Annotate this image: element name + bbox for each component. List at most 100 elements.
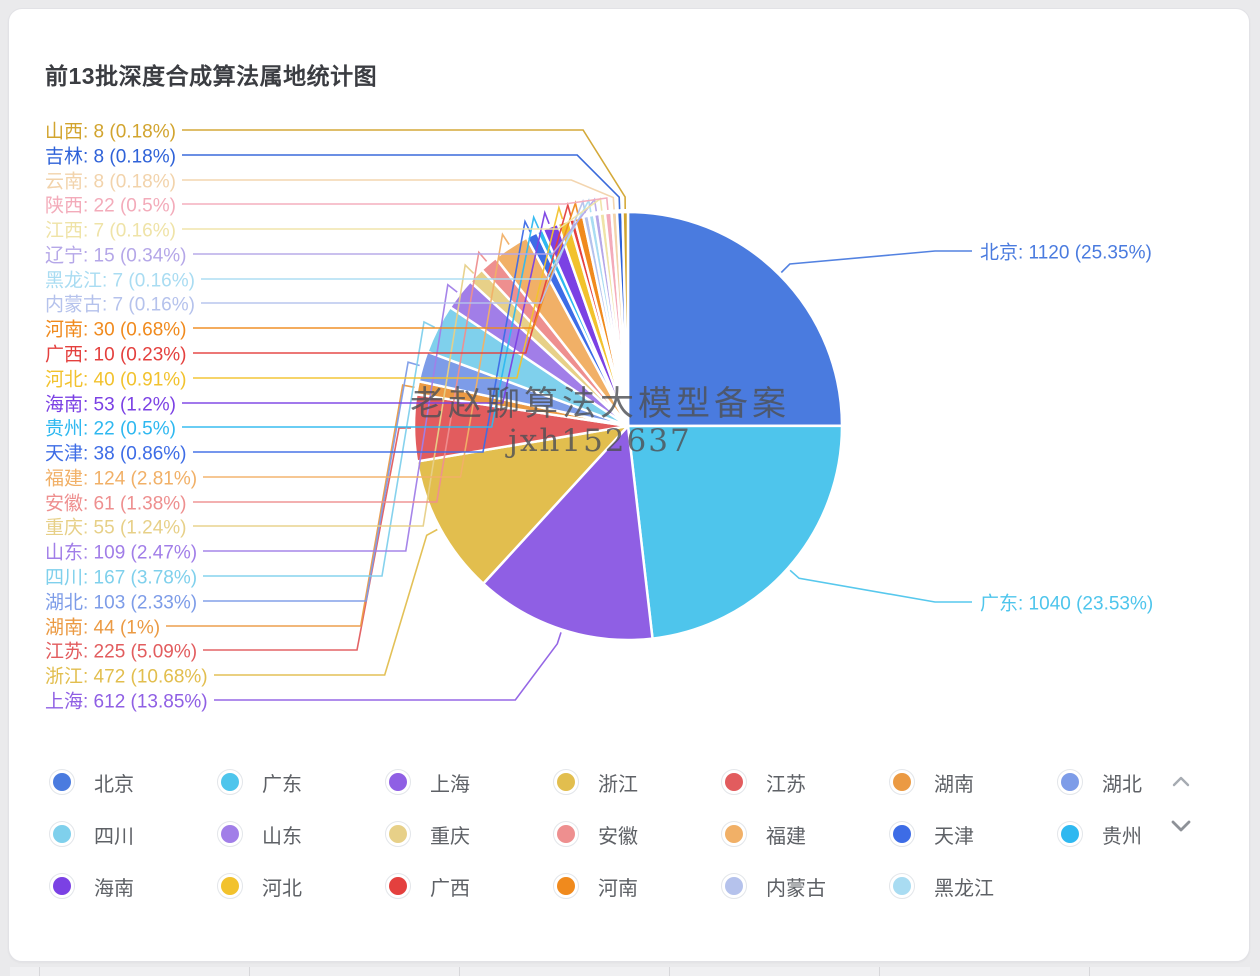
legend-item-15[interactable]: 河北 (217, 872, 302, 900)
pie-label-line-7 (203, 320, 436, 577)
legend-item-label: 湖北 (1102, 773, 1142, 796)
legend-dot-ring (721, 769, 747, 795)
legend-dot-ring (1057, 821, 1083, 847)
legend-item-label: 广东 (262, 773, 302, 796)
legend-scroll-up-button[interactable] (1168, 772, 1194, 790)
pie-slice-1[interactable] (626, 424, 844, 640)
pie-label-line-24 (182, 154, 621, 210)
legend-color-dot-icon (725, 773, 743, 791)
pie-label-line-10 (193, 250, 488, 503)
chart-title: 前13批深度合成算法属地统计图 (45, 63, 378, 89)
legend-item-label: 河南 (598, 877, 638, 900)
legend-item-label: 河北 (262, 877, 302, 900)
legend-dot-ring (553, 821, 579, 847)
legend-dot-ring (385, 769, 411, 795)
legend-dot-ring (385, 821, 411, 847)
legend-item-10[interactable]: 安徽 (553, 820, 638, 848)
legend-dot-ring (217, 873, 243, 899)
pie-slice-0[interactable] (626, 210, 844, 428)
pie-label-line-8 (203, 283, 458, 552)
legend-item-19[interactable]: 黑龙江 (889, 872, 994, 900)
pie-label-line-14 (182, 209, 550, 404)
pie-label-line-22 (182, 197, 609, 210)
legend-dot-ring (721, 821, 747, 847)
legend-dot-ring (217, 769, 243, 795)
legend-color-dot-icon (557, 773, 575, 791)
legend-item-label: 安徽 (598, 825, 638, 848)
legend-color-dot-icon (725, 825, 743, 843)
legend-item-label: 重庆 (430, 825, 470, 848)
legend-color-dot-icon (557, 877, 575, 895)
legend-item-2[interactable]: 上海 (385, 768, 470, 796)
pie-label-line-6 (203, 361, 420, 602)
legend-item-9[interactable]: 重庆 (385, 820, 470, 848)
legend-item-label: 北京 (94, 773, 134, 796)
pie-label-line-21 (182, 197, 603, 230)
chevron-down-icon (1171, 820, 1191, 832)
legend-item-5[interactable]: 湖南 (889, 768, 974, 796)
legend-item-label: 湖南 (934, 773, 974, 796)
legend-item-label: 四川 (94, 825, 134, 848)
legend-item-7[interactable]: 四川 (49, 820, 134, 848)
pie-label-line-23 (182, 179, 615, 210)
legend-dot-ring (49, 873, 75, 899)
legend-color-dot-icon (53, 825, 71, 843)
legend-color-dot-icon (893, 773, 911, 791)
legend-item-17[interactable]: 河南 (553, 872, 638, 900)
legend-item-label: 浙江 (598, 773, 638, 796)
legend-item-3[interactable]: 浙江 (553, 768, 638, 796)
pie-label-line-0 (780, 250, 972, 274)
legend-item-13[interactable]: 贵州 (1057, 820, 1142, 848)
pie-slice-2[interactable] (482, 424, 654, 642)
legend-color-dot-icon (221, 773, 239, 791)
legend-item-12[interactable]: 天津 (889, 820, 974, 848)
pie-label-line-9 (193, 263, 475, 527)
legend-item-label: 黑龙江 (934, 877, 994, 900)
legend-item-label: 海南 (94, 877, 134, 900)
pie-label-line-12 (193, 219, 532, 453)
pie-label-line-13 (182, 214, 540, 428)
legend-item-label: 江苏 (766, 773, 806, 796)
legend-color-dot-icon (221, 877, 239, 895)
pie-slice-25[interactable] (621, 210, 630, 428)
legend-item-14[interactable]: 海南 (49, 872, 134, 900)
legend-color-dot-icon (893, 825, 911, 843)
pie-label-line-3 (214, 528, 438, 676)
chevron-up-icon (1172, 776, 1190, 786)
legend-color-dot-icon (1061, 773, 1079, 791)
legend-item-18[interactable]: 内蒙古 (721, 872, 826, 900)
legend-dot-ring (721, 873, 747, 899)
legend-scroll-down-button[interactable] (1168, 817, 1194, 835)
legend-item-16[interactable]: 广西 (385, 872, 470, 900)
legend-color-dot-icon (1061, 825, 1079, 843)
legend-item-6[interactable]: 湖北 (1057, 768, 1142, 796)
legend-dot-ring (889, 873, 915, 899)
legend-item-4[interactable]: 江苏 (721, 768, 806, 796)
legend-dot-ring (553, 873, 579, 899)
legend-item-label: 福建 (766, 825, 806, 848)
legend-color-dot-icon (389, 773, 407, 791)
pie-label-line-4 (203, 427, 412, 651)
legend-item-label: 山东 (262, 825, 302, 848)
legend-color-dot-icon (557, 825, 575, 843)
legend-item-label: 上海 (430, 773, 470, 796)
legend-dot-ring (49, 769, 75, 795)
legend-dot-ring (889, 821, 915, 847)
legend-item-label: 天津 (934, 825, 974, 848)
legend-color-dot-icon (221, 825, 239, 843)
legend-item-11[interactable]: 福建 (721, 820, 806, 848)
pie-label-line-11 (203, 232, 510, 478)
legend-item-8[interactable]: 山东 (217, 820, 302, 848)
legend-item-label: 贵州 (1102, 825, 1142, 848)
legend-item-1[interactable]: 广东 (217, 768, 302, 796)
legend-color-dot-icon (53, 773, 71, 791)
legend-item-0[interactable]: 北京 (49, 768, 134, 796)
legend-dot-ring (1057, 769, 1083, 795)
legend-color-dot-icon (893, 877, 911, 895)
next-widget-top-edge (10, 967, 1250, 976)
legend-color-dot-icon (53, 877, 71, 895)
legend-item-label: 内蒙古 (766, 877, 826, 900)
